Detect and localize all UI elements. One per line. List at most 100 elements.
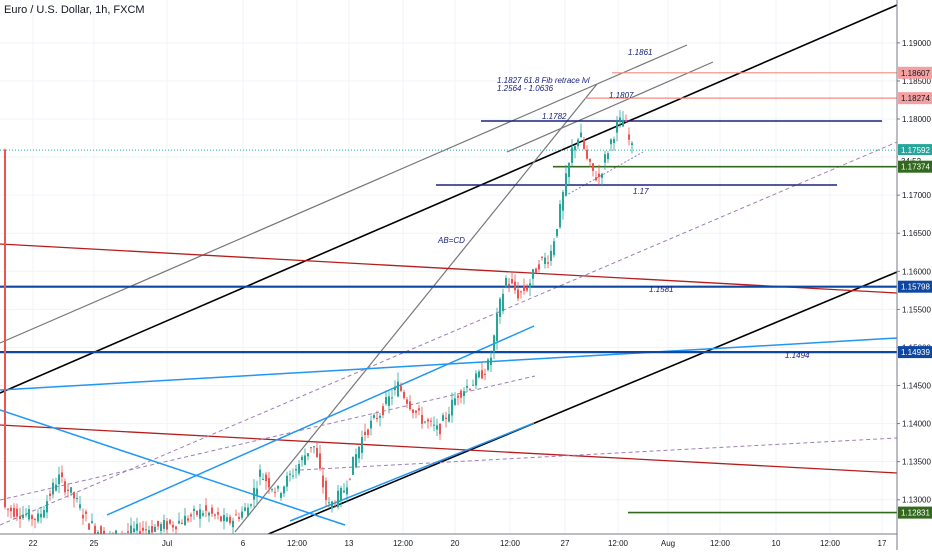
candle-body <box>13 507 15 517</box>
candle-body <box>535 268 537 273</box>
candle-body <box>97 532 99 534</box>
price-badge-label: 1.18274 <box>901 94 930 103</box>
candle-body <box>82 514 84 519</box>
candle-body <box>607 153 609 160</box>
candle-body <box>400 385 402 391</box>
candle-body <box>28 509 30 520</box>
price-badge <box>898 280 932 293</box>
candle-body <box>19 516 21 520</box>
x-tick-label: 12:00 <box>820 539 841 548</box>
candle-body <box>292 475 294 477</box>
red-trend-upper <box>0 243 897 294</box>
purple-dashed-lower <box>0 375 536 501</box>
candle-body <box>457 395 459 398</box>
candle-body <box>61 472 63 478</box>
candle-body <box>289 473 291 475</box>
candle-body <box>541 256 543 258</box>
candle-body <box>391 397 393 399</box>
candle-body <box>346 487 348 495</box>
candle-body <box>115 530 117 534</box>
candle-body <box>589 158 591 162</box>
candle-body <box>436 425 438 430</box>
x-tick-label: 17 <box>878 539 887 548</box>
candle-body <box>205 505 207 511</box>
candle-body <box>67 489 69 492</box>
candle-body <box>268 478 270 488</box>
candle-body <box>604 154 606 163</box>
candle-body <box>538 264 540 270</box>
candle-body <box>376 417 378 420</box>
candle-body <box>94 525 96 534</box>
candle-body <box>523 286 525 291</box>
x-tick-label: 25 <box>90 539 99 548</box>
candle-body <box>484 373 486 375</box>
candle-body <box>250 504 252 506</box>
candle-body <box>352 456 354 475</box>
candle-body <box>616 121 618 133</box>
candle-body <box>181 522 183 525</box>
candle-body <box>265 474 267 482</box>
candle-body <box>451 399 453 416</box>
x-tick-label: Aug <box>661 539 675 548</box>
candle-body <box>568 162 570 178</box>
price-badge <box>898 144 932 157</box>
candle-body <box>466 386 468 388</box>
red-trend-lower <box>0 424 897 474</box>
candle-body <box>58 474 60 485</box>
price-badge-label: 1.17592 <box>901 146 930 155</box>
candle-body <box>217 512 219 515</box>
candle-body <box>145 529 147 531</box>
candle-body <box>31 515 33 520</box>
candle-body <box>22 514 24 519</box>
candle-body <box>100 526 102 534</box>
candle-body <box>364 431 366 436</box>
candle-body <box>88 523 90 530</box>
candle-body <box>367 429 369 436</box>
candle-body <box>247 507 249 517</box>
candle-body <box>409 401 411 410</box>
y-tick-label: 1.17000 <box>902 191 931 200</box>
candle-body <box>622 119 624 127</box>
price-badge-label: 1.14939 <box>901 348 930 357</box>
candle-body <box>253 487 255 500</box>
candle-body <box>511 279 513 284</box>
candle-body <box>601 173 603 178</box>
candle-body <box>169 519 171 524</box>
price-badge-label: 1.15798 <box>901 283 930 292</box>
dotted-support <box>564 151 644 197</box>
candle-body <box>583 139 585 149</box>
y-tick-label: 1.16500 <box>902 229 931 238</box>
candle-body <box>337 490 339 508</box>
candle-body <box>214 514 216 516</box>
candle-body <box>241 511 243 518</box>
annotation-label: 1.1827 61.8 Fib retrace lvl <box>497 76 590 85</box>
candle-body <box>70 487 72 493</box>
candle-body <box>202 513 204 516</box>
candle-body <box>526 287 528 291</box>
candle-body <box>595 177 597 181</box>
y-tick-label: 1.14000 <box>902 420 931 429</box>
candle-body <box>199 509 201 519</box>
candle-body <box>370 420 372 429</box>
price-badge <box>898 506 932 519</box>
candle-body <box>280 493 282 498</box>
price-badge <box>898 346 932 359</box>
annotation-label: 1.1581 <box>649 285 673 294</box>
candle-body <box>271 489 273 491</box>
candle-body <box>610 139 612 145</box>
candle-body <box>73 492 75 499</box>
candle-body <box>136 523 138 531</box>
lightblue-channel-lower <box>289 422 535 522</box>
candle-body <box>418 408 420 411</box>
price-badge <box>898 160 932 173</box>
x-tick-label: 20 <box>451 539 460 548</box>
candle-body <box>37 513 39 522</box>
candle-body <box>358 446 360 459</box>
candle-body <box>454 398 456 405</box>
candle-body <box>427 419 429 422</box>
candle-body <box>76 497 78 499</box>
candle-body <box>307 453 309 457</box>
candle-body <box>211 507 213 514</box>
